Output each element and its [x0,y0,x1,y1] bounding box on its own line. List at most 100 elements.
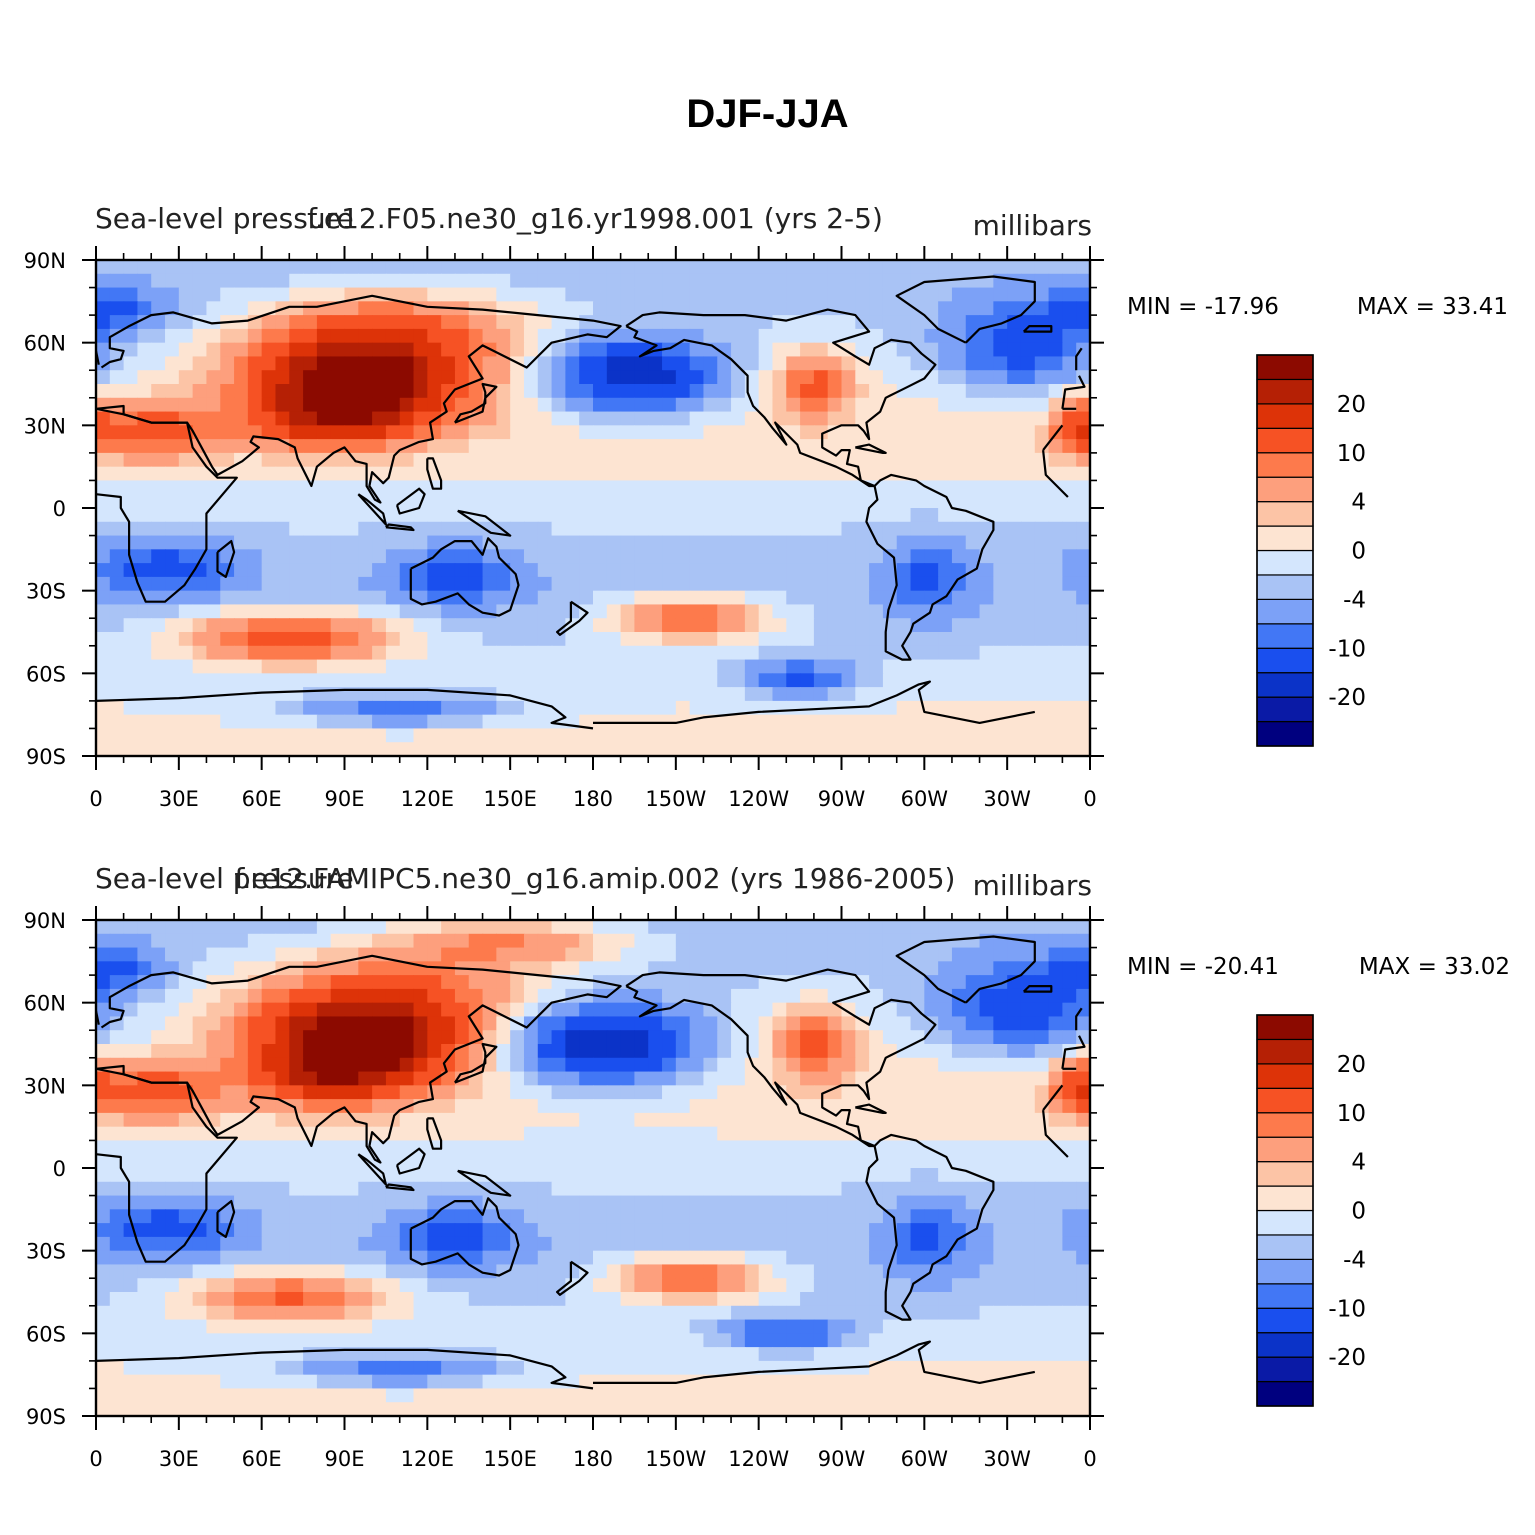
field-cell [786,260,801,275]
field-cell [523,1319,539,1334]
x-tick-label: 90E [325,787,365,811]
field-cell [275,397,290,413]
field-cell [1034,549,1050,564]
field-cell [234,1305,249,1321]
field-cell [910,742,925,756]
field-cell [896,356,912,371]
field-cell [123,1030,139,1045]
field-cell [717,920,732,935]
field-cell [593,1236,608,1252]
field-cell [510,673,525,688]
field-cell [220,384,235,399]
field-cell [758,700,774,716]
field-cell [1034,1292,1050,1307]
colorbar-label: -4 [1343,587,1366,613]
field-cell [234,604,249,619]
field-cell [137,1264,152,1279]
field-cell [800,1044,815,1059]
field-cell [1034,1195,1050,1210]
field-cell [551,728,566,743]
field-cell [620,1278,636,1293]
field-cell [882,370,898,385]
field-cell [662,700,677,716]
field-cell [662,590,677,606]
field-cell [1076,714,1090,730]
field-cell [938,1044,953,1059]
field-cell [565,920,580,935]
field-cell [261,659,277,674]
field-cell [648,1209,663,1224]
x-tick-label: 150E [483,787,536,811]
field-cell [151,1112,166,1128]
field-cell [192,1250,208,1266]
field-cell [662,384,677,399]
field-cell [1048,549,1063,564]
field-cell [468,618,484,633]
field-cell [165,1085,180,1100]
coastline [556,600,589,636]
field-cell [289,1319,304,1334]
field-cell [924,466,939,482]
field-cell [385,673,401,688]
field-cell [869,411,884,426]
field-cell [979,411,994,426]
field-cell [565,1292,580,1307]
field-cell [620,466,636,482]
field-cell [261,425,277,440]
field-cell [772,452,787,468]
field-cell [1076,439,1090,454]
field-cell [675,1044,691,1059]
field-cell [523,1195,539,1210]
field-cell [800,494,815,509]
field-cell [841,508,856,523]
field-cell [813,618,829,633]
field-cell [965,1140,981,1155]
field-cell [662,411,677,426]
x-tick-label: 180 [573,787,613,811]
field-cell [165,328,180,344]
field-cell [234,328,249,344]
field-cell [551,1236,566,1252]
field-cell [938,947,953,962]
field-cell [551,576,566,592]
field-cell [1062,1292,1077,1307]
field-cell [979,1292,994,1307]
field-cell [372,1181,387,1197]
field-cell [731,411,746,426]
field-cell [427,645,442,661]
field-cell [551,370,566,385]
field-cell [731,1112,746,1128]
field-cell [772,1112,787,1128]
field-cell [951,301,967,316]
field-cell [385,356,401,371]
field-cell [924,397,939,413]
field-cell [772,1223,787,1238]
field-cell [1048,1099,1063,1114]
field-cell [579,1112,594,1128]
field-cell [192,535,208,550]
field-cell [882,1030,898,1045]
field-cell [620,590,636,606]
field-cell [109,1223,125,1238]
field-cell [137,1236,152,1252]
field-cell [496,1057,511,1073]
field-cell [165,632,180,647]
field-cell [330,1002,346,1018]
field-cell [606,301,622,316]
field-cell [744,328,760,344]
field-cell [758,439,774,454]
field-cell [413,632,428,647]
field-cell [151,1030,166,1045]
field-cell [689,604,705,619]
field-cell [717,508,732,523]
field-cell [731,1002,746,1018]
field-cell [869,425,884,440]
field-cell [344,742,359,756]
field-cell [675,315,691,330]
field-cell [165,342,180,358]
field-cell [813,439,829,454]
field-cell [399,1030,415,1045]
field-cell [662,1016,677,1031]
field-cell [220,920,235,935]
field-cell [372,287,387,302]
